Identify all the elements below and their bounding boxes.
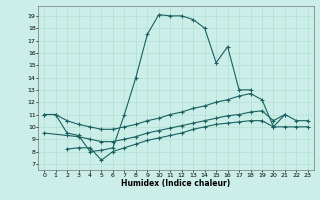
X-axis label: Humidex (Indice chaleur): Humidex (Indice chaleur) xyxy=(121,179,231,188)
